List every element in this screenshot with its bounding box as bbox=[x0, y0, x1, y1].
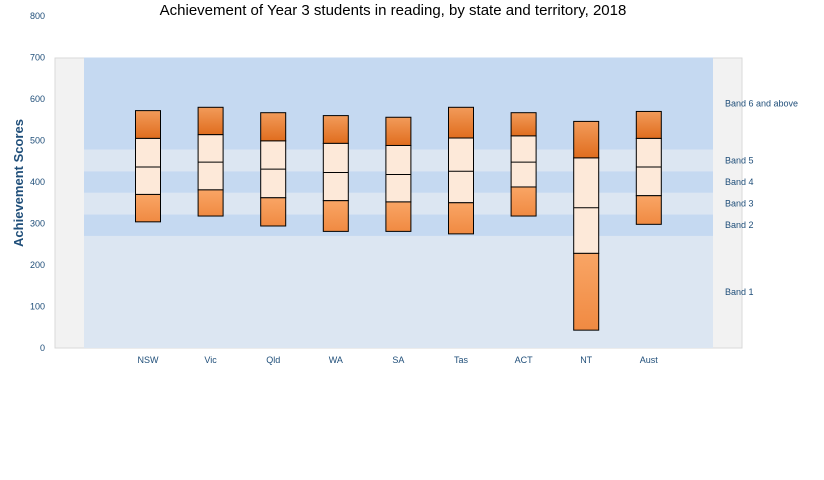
chart-title: Achievement of Year 3 students in readin… bbox=[160, 2, 627, 19]
box-segment-middle bbox=[448, 137, 474, 204]
box-layer bbox=[135, 106, 662, 331]
y-tick-label: 200 bbox=[30, 260, 45, 270]
y-tick-label: 500 bbox=[30, 136, 45, 146]
x-tick-label: Tas bbox=[454, 355, 469, 365]
box-segment-upper bbox=[197, 106, 224, 136]
band-label: Band 1 bbox=[725, 287, 754, 297]
box-Aust bbox=[635, 110, 662, 225]
x-tick-label: SA bbox=[392, 355, 404, 365]
x-tick-label: Vic bbox=[204, 355, 217, 365]
box-segment-middle bbox=[573, 157, 600, 254]
box-segment-upper bbox=[322, 115, 349, 144]
y-tick-label: 100 bbox=[30, 302, 45, 312]
box-WA bbox=[322, 115, 349, 232]
y-tick-label: 400 bbox=[30, 177, 45, 187]
band-label: Band 4 bbox=[725, 177, 754, 187]
box-NSW bbox=[135, 110, 161, 223]
band-1 bbox=[84, 235, 713, 348]
box-segment-upper bbox=[510, 112, 537, 137]
band-label: Band 3 bbox=[725, 199, 754, 209]
box-segment-upper bbox=[260, 112, 287, 142]
x-tick-label: Aust bbox=[640, 355, 659, 365]
box-segment-lower bbox=[135, 193, 161, 223]
box-segment-lower bbox=[448, 202, 474, 235]
box-Vic bbox=[197, 106, 224, 217]
box-segment-middle bbox=[385, 144, 412, 203]
x-tick-label: ACT bbox=[515, 355, 534, 365]
box-Qld bbox=[260, 112, 287, 227]
band-labels: Band 1 Band 2 Band 3 Band 4 Band 5 Band 6 and… bbox=[725, 99, 798, 297]
x-tick-label: Qld bbox=[266, 355, 280, 365]
box-segment-upper bbox=[135, 110, 161, 139]
y-tick-label: 700 bbox=[30, 53, 45, 63]
y-tick-label: 600 bbox=[30, 94, 45, 104]
box-segment-lower bbox=[322, 200, 349, 232]
band-label: Band 6 and above bbox=[725, 99, 798, 109]
box-segment-lower bbox=[510, 186, 537, 217]
band-label: Band 2 bbox=[725, 220, 754, 230]
box-segment-upper bbox=[573, 120, 600, 159]
box-segment-lower bbox=[197, 189, 224, 217]
box-segment-lower bbox=[635, 195, 662, 225]
x-tick-label: NSW bbox=[138, 355, 160, 365]
box-segment-upper bbox=[448, 106, 474, 139]
y-tick-label: 300 bbox=[30, 219, 45, 229]
box-segment-middle bbox=[135, 137, 161, 195]
y-tick-label: 0 bbox=[40, 343, 45, 353]
box-ACT bbox=[510, 112, 537, 217]
box-segment-lower bbox=[573, 252, 600, 331]
y-axis-title: Achievement Scores bbox=[11, 119, 26, 247]
box-segment-lower bbox=[260, 197, 287, 227]
box-Tas bbox=[448, 106, 474, 235]
box-NT bbox=[573, 120, 600, 331]
x-tick-label: NT bbox=[580, 355, 592, 365]
box-SA bbox=[385, 116, 412, 232]
box-segment-upper bbox=[385, 116, 412, 146]
band-label: Band 5 bbox=[725, 155, 754, 165]
x-tick-label: WA bbox=[329, 355, 343, 365]
box-segment-upper bbox=[635, 110, 662, 139]
x-axis-labels: NSW Vic Qld WA SA Tas ACT NT Aust bbox=[138, 355, 659, 365]
box-segment-middle bbox=[510, 135, 537, 188]
y-tick-label: 800 bbox=[30, 11, 45, 21]
box-segment-lower bbox=[385, 201, 412, 232]
y-axis-ticks: 0 100 200 300 400 500 600 700 800 bbox=[30, 11, 45, 353]
